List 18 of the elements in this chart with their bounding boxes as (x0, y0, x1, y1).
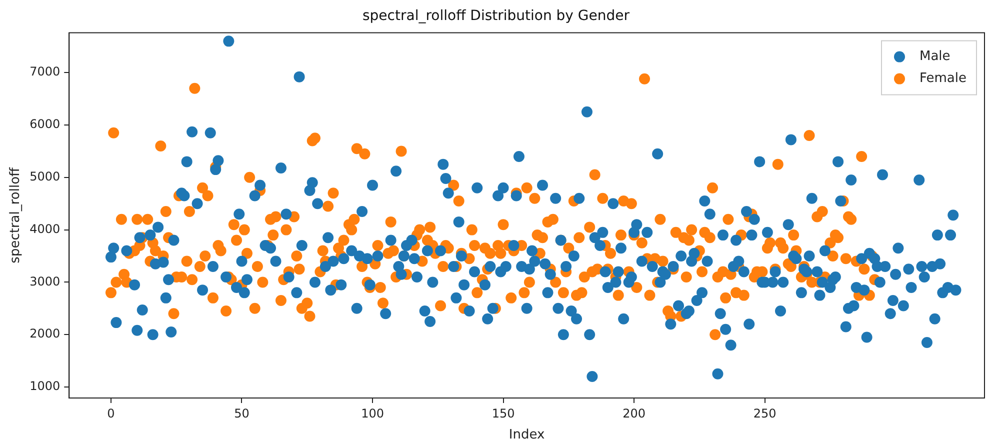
x-tick-label: 100 (361, 406, 384, 420)
x-tick-label: 50 (234, 406, 250, 420)
x-tick-label: 250 (753, 406, 776, 420)
y-axis-title: spectral_rolloff (8, 166, 24, 264)
x-tick-label: 150 (492, 406, 515, 420)
y-tick-label: 5000 (30, 170, 60, 184)
legend-label: Male (919, 49, 950, 64)
y-tick-label: 4000 (30, 222, 60, 236)
legend-label: Female (919, 71, 967, 86)
y-tick-label: 1000 (30, 379, 60, 394)
x-axis-title: Index (508, 428, 546, 443)
x-tick-label: 0 (107, 406, 115, 420)
y-tick-label: 3000 (30, 274, 60, 288)
x-tick-label: 200 (622, 406, 646, 420)
y-tick-label: 7000 (30, 64, 60, 79)
y-tick-label: 2000 (30, 326, 60, 341)
y-tick-label: 6000 (30, 117, 60, 132)
chart-title: spectral_rolloff Distribution by Gender (362, 8, 630, 24)
